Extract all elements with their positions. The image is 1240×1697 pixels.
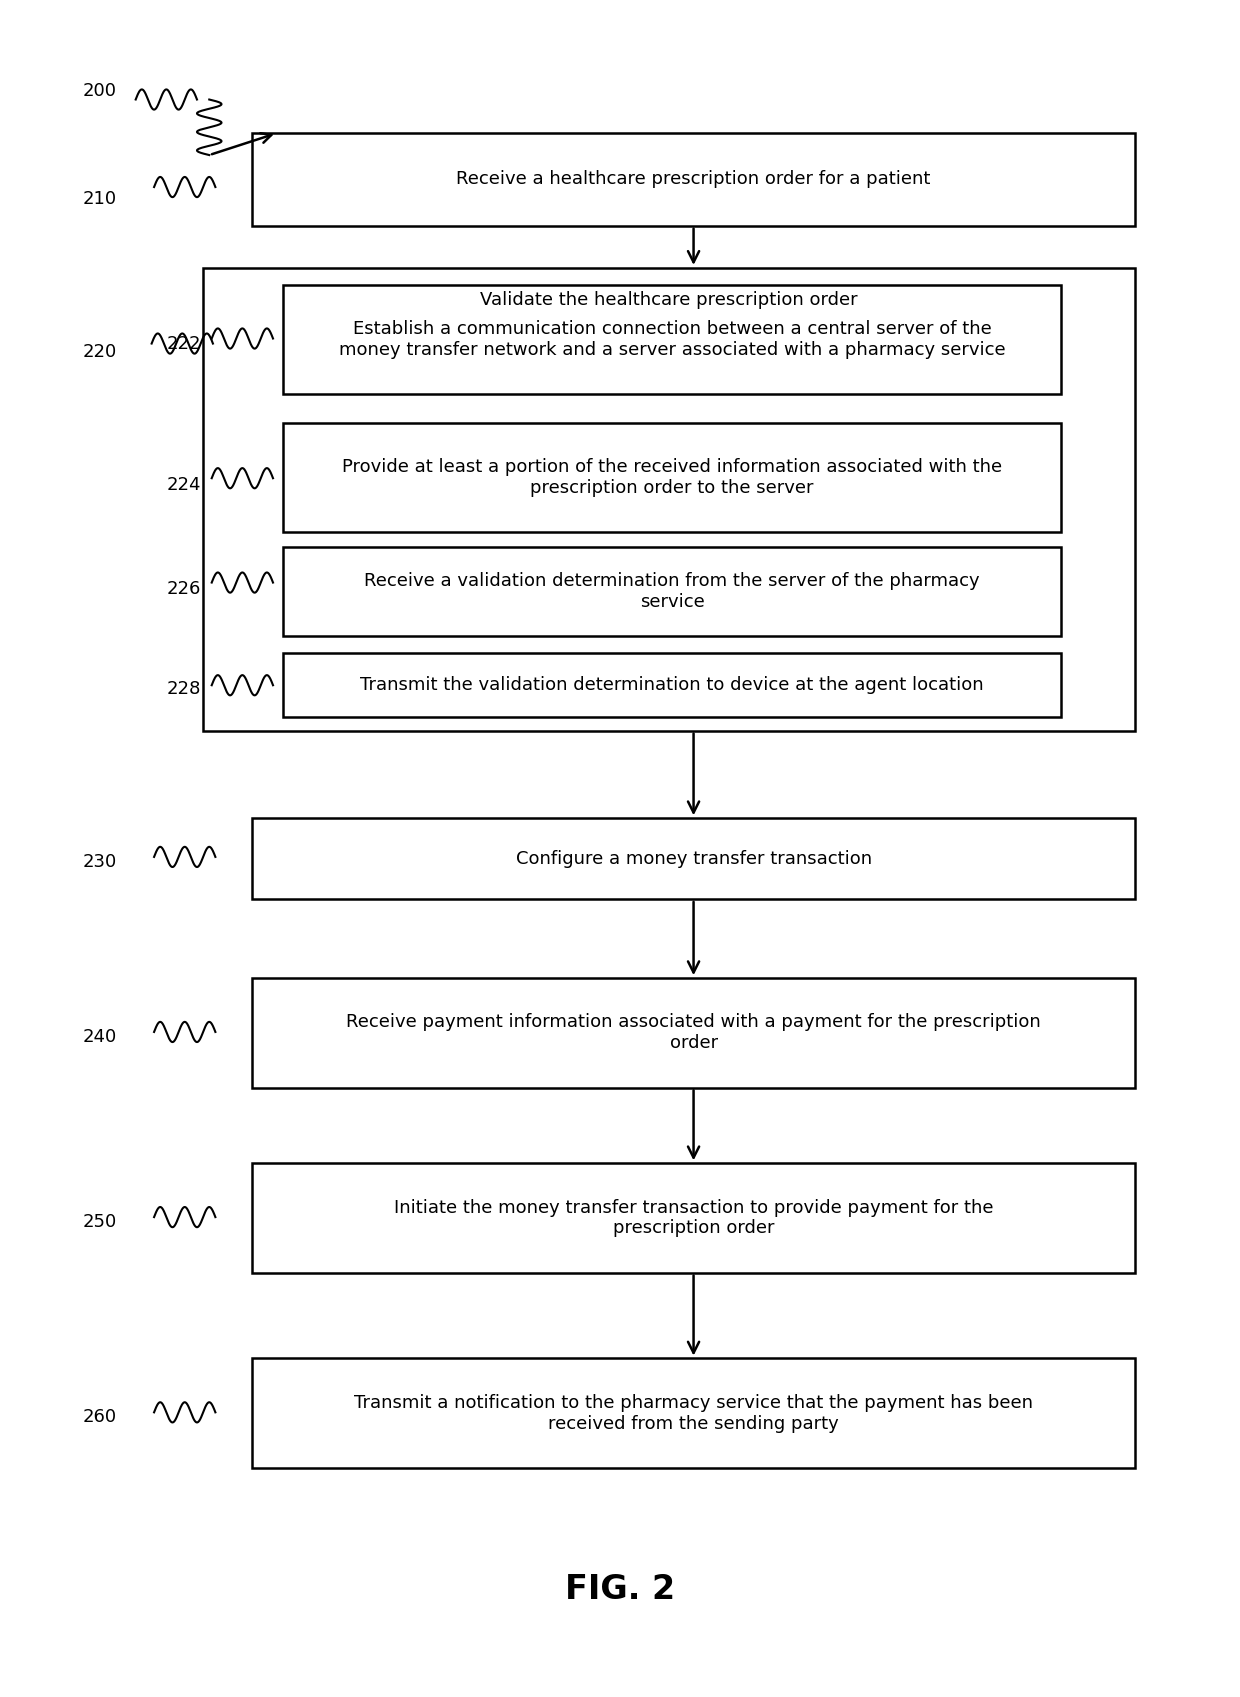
Text: Transmit the validation determination to device at the agent location: Transmit the validation determination to… — [361, 675, 983, 694]
FancyBboxPatch shape — [252, 818, 1135, 899]
Text: 210: 210 — [83, 190, 117, 207]
Text: 226: 226 — [166, 580, 201, 599]
FancyBboxPatch shape — [283, 546, 1061, 636]
FancyBboxPatch shape — [283, 423, 1061, 533]
Text: Receive a healthcare prescription order for a patient: Receive a healthcare prescription order … — [456, 170, 931, 188]
Text: 230: 230 — [83, 854, 118, 871]
FancyBboxPatch shape — [283, 653, 1061, 718]
Text: Configure a money transfer transaction: Configure a money transfer transaction — [516, 850, 872, 867]
FancyBboxPatch shape — [252, 132, 1135, 226]
Text: 250: 250 — [83, 1213, 118, 1230]
Text: 224: 224 — [166, 475, 201, 494]
FancyBboxPatch shape — [252, 977, 1135, 1088]
FancyBboxPatch shape — [283, 285, 1061, 394]
Text: 200: 200 — [83, 81, 117, 100]
Text: 228: 228 — [166, 679, 201, 697]
Text: FIG. 2: FIG. 2 — [565, 1573, 675, 1605]
Text: Transmit a notification to the pharmacy service that the payment has been
receiv: Transmit a notification to the pharmacy … — [355, 1393, 1033, 1432]
Text: Validate the healthcare prescription order: Validate the healthcare prescription ord… — [480, 292, 858, 309]
Text: 260: 260 — [83, 1409, 117, 1427]
Text: Receive a validation determination from the server of the pharmacy
service: Receive a validation determination from … — [365, 572, 980, 611]
Text: 240: 240 — [83, 1028, 118, 1045]
Text: Provide at least a portion of the received information associated with the
presc: Provide at least a portion of the receiv… — [342, 458, 1002, 497]
FancyBboxPatch shape — [203, 268, 1135, 731]
Text: Initiate the money transfer transaction to provide payment for the
prescription : Initiate the money transfer transaction … — [394, 1198, 993, 1237]
Text: Establish a communication connection between a central server of the
money trans: Establish a communication connection bet… — [339, 321, 1006, 358]
Text: 222: 222 — [166, 334, 201, 353]
FancyBboxPatch shape — [252, 1359, 1135, 1468]
Text: 220: 220 — [83, 343, 118, 361]
Text: Receive payment information associated with a payment for the prescription
order: Receive payment information associated w… — [346, 1013, 1040, 1052]
FancyBboxPatch shape — [252, 1162, 1135, 1273]
